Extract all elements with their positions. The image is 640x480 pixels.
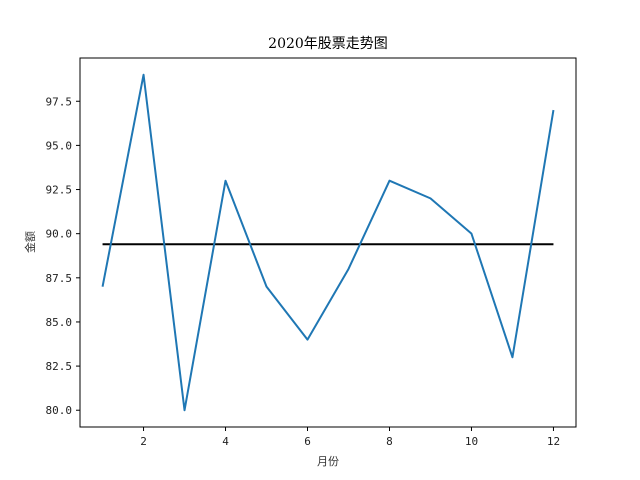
y-tick-label: 92.5 (46, 184, 73, 197)
x-axis-ticks: 2 4 6 8 10 12 (140, 427, 560, 448)
y-tick-label: 97.5 (46, 95, 73, 108)
x-tick-label: 10 (465, 435, 478, 448)
x-tick-label: 2 (140, 435, 147, 448)
plot-frame (79, 57, 577, 428)
y-tick-label: 87.5 (46, 272, 73, 285)
y-tick-label: 95.0 (46, 139, 73, 152)
y-tick-label: 85.0 (46, 316, 73, 329)
x-tick-label: 8 (386, 435, 393, 448)
x-tick-label: 12 (547, 435, 560, 448)
y-tick-label: 90.0 (46, 228, 73, 241)
x-tick-label: 6 (304, 435, 311, 448)
y-tick-label: 80.0 (46, 404, 73, 417)
y-tick-label: 82.5 (46, 360, 73, 373)
x-axis-label: 月份 (317, 455, 339, 468)
y-axis-label: 金额 (23, 231, 37, 253)
x-tick-label: 4 (222, 435, 229, 448)
series-line-0 (101, 73, 555, 412)
chart-title: 2020年股票走势图 (268, 36, 388, 52)
y-axis-ticks: 80.0 82.5 85.0 87.5 90.0 92.5 95.0 97.5 (46, 95, 80, 417)
plot-area (101, 73, 555, 412)
